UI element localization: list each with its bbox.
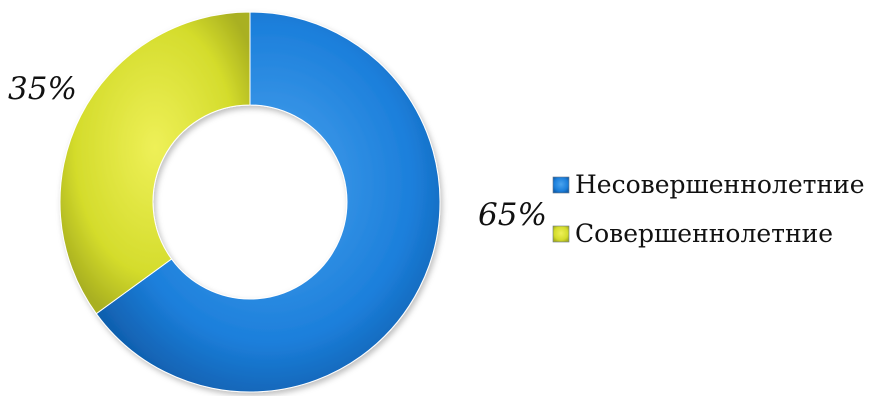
legend-label-0: Несовершеннолетние [575, 170, 865, 199]
data-label-1: 35% [8, 71, 77, 107]
legend-label-1: Совершеннолетние [575, 219, 833, 248]
legend-item-0: Несовершеннолетние [552, 170, 865, 199]
data-labels: 65% 35% [8, 71, 547, 233]
legend-swatch-0 [552, 176, 570, 194]
chart-legend: Несовершеннолетние Совершеннолетние [552, 170, 865, 248]
slice-0 [95, 11, 441, 393]
legend-swatch-1 [552, 225, 570, 243]
doughnut-slices [59, 11, 441, 393]
data-label-0: 65% [478, 197, 547, 233]
slice-1 [59, 11, 251, 315]
legend-item-1: Совершеннолетние [552, 219, 833, 248]
